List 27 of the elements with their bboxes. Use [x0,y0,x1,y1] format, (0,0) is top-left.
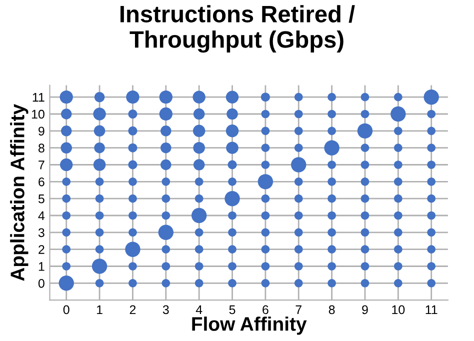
x-tick-label: 1 [97,305,102,314]
y-axis-title: Application Affinity [10,104,28,281]
y-tick-label: 6 [38,177,44,186]
y-tick-label: 1 [38,262,44,271]
x-tick-label: 9 [362,305,368,314]
x-axis-title: Flow Affinity [192,316,307,335]
x-tick-label: 4 [196,305,202,314]
x-tick-label: 8 [328,305,335,314]
x-tick-label: 7 [296,305,302,314]
x-tick-label: 5 [229,305,236,314]
x-tick-label: 0 [63,305,70,314]
x-tick-label: 6 [262,305,268,314]
y-tick-label: 7 [38,160,44,170]
x-tick-label: 3 [162,305,169,314]
y-tick-label: 4 [38,211,45,220]
x-tick-label: 2 [130,305,136,314]
y-tick-label: 3 [38,228,44,238]
y-tick-label: 5 [38,194,44,204]
y-tick-label: 0 [38,278,44,288]
y-tick-label: 2 [38,245,44,254]
y-tick-label: 9 [38,126,44,136]
y-tick-label: 11 [32,93,44,102]
chart-title: Instructions Retired / Throughput (Gbps) [120,5,355,53]
y-tick-label: 10 [32,110,44,119]
x-tick-label: 10 [392,305,405,314]
y-tick-label: 8 [38,144,44,152]
x-tick-label: 11 [426,305,438,314]
